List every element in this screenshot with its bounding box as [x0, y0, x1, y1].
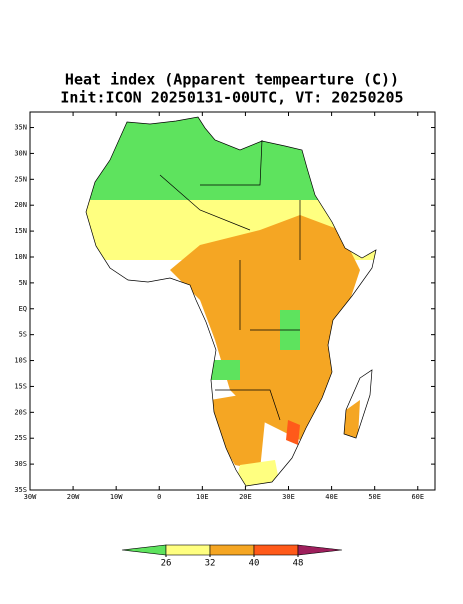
colorbar-end — [121, 544, 167, 556]
lat-tick-label: EQ — [19, 305, 27, 313]
lon-tick-label: 40E — [325, 493, 338, 501]
colorbar-label: 26 — [161, 559, 172, 569]
colorbar-box — [165, 544, 211, 556]
colorbar-label: 48 — [293, 559, 304, 569]
lon-tick-label: 20E — [239, 493, 252, 501]
lon-tick-label: 20W — [67, 493, 80, 501]
lat-tick-label: 20S — [14, 408, 27, 416]
region — [170, 215, 360, 440]
lon-tick-label: 30E — [282, 493, 295, 501]
lat-tick-label: 10S — [14, 357, 27, 365]
title-line: Init:ICON 20250131-00UTC, VT: 20250205 — [60, 89, 403, 107]
lon-tick-label: 10E — [196, 493, 209, 501]
lon-tick-label: 10W — [110, 493, 123, 501]
lat-tick-label: 15S — [14, 382, 27, 390]
lat-tick-label: 20N — [14, 201, 27, 209]
region — [344, 400, 360, 438]
axes: 35N 30N 25N 20N 15N 10N 5N EQ 5S 10S 15S 20S 25S 30S 3… — [14, 112, 435, 501]
colorbar-box — [253, 544, 299, 556]
lat-tick-label: 25S — [14, 434, 27, 442]
lat-tick-label: 35N — [14, 124, 27, 132]
coastline — [85, 116, 377, 487]
lon-tick-label: 60E — [411, 493, 424, 501]
lat-tick-label: 5N — [19, 279, 27, 287]
lat-tick-label: 35S — [14, 486, 27, 494]
lon-tick-label: 30W — [24, 493, 37, 501]
region — [210, 360, 240, 380]
colorbar-label: 32 — [205, 559, 216, 569]
region — [235, 460, 280, 486]
colorbar-label: 40 — [249, 559, 260, 569]
colorbar-end — [297, 544, 343, 556]
colorbar-box — [209, 544, 255, 556]
lon-tick-label: 50E — [368, 493, 381, 501]
lat-tick-label: 10N — [14, 253, 27, 261]
lat-tick-label: 30N — [14, 149, 27, 157]
region — [286, 420, 300, 445]
lat-tick-label: 30S — [14, 460, 27, 468]
region — [210, 395, 265, 470]
lat-tick-label: 15N — [14, 227, 27, 235]
lon-tick-label: 0 — [157, 493, 161, 501]
title-line: Heat index (Apparent tempearture (C)) — [65, 71, 399, 89]
colorbar: 26 32 40 48 — [121, 544, 343, 569]
lat-tick-label: 5S — [19, 331, 27, 339]
map-frame — [29, 111, 436, 491]
lat-tick-label: 25N — [14, 175, 27, 183]
